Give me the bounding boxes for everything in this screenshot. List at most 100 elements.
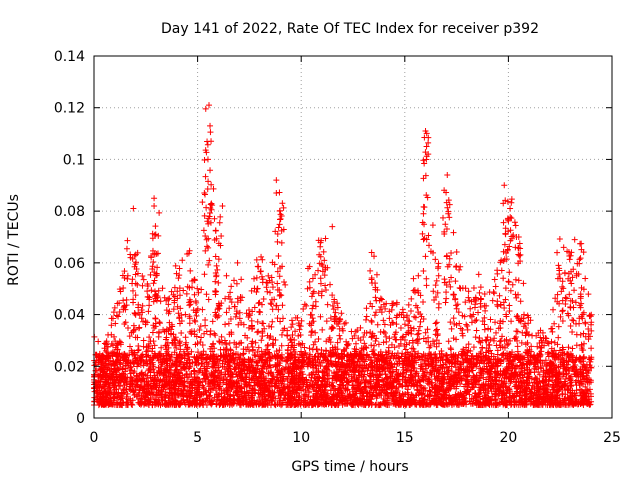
data-point	[507, 388, 514, 395]
data-point	[519, 362, 526, 369]
data-point	[309, 275, 316, 282]
data-point	[150, 363, 157, 370]
data-point	[162, 391, 169, 398]
data-point	[534, 376, 541, 383]
data-point	[267, 394, 274, 401]
data-point	[440, 374, 447, 381]
data-point	[133, 381, 140, 388]
data-point	[262, 377, 269, 384]
data-point	[162, 342, 169, 349]
data-point	[193, 359, 200, 366]
data-point	[179, 257, 186, 264]
data-point	[257, 357, 264, 364]
data-point	[282, 281, 289, 288]
data-point	[364, 351, 371, 358]
data-point	[343, 400, 350, 407]
data-point	[135, 346, 142, 353]
data-point	[561, 359, 568, 366]
data-point	[570, 317, 577, 324]
data-point	[148, 287, 155, 294]
data-point	[294, 389, 301, 396]
data-point	[129, 287, 136, 294]
data-point	[448, 375, 455, 382]
data-point	[438, 386, 445, 393]
data-point	[443, 226, 450, 233]
data-point	[390, 354, 397, 361]
data-point	[252, 369, 259, 376]
data-point	[504, 355, 511, 362]
data-point	[387, 382, 394, 389]
data-point	[308, 377, 315, 384]
data-point	[131, 252, 138, 259]
data-point	[408, 372, 415, 379]
data-point	[103, 339, 110, 346]
data-point	[501, 304, 508, 311]
data-point	[206, 392, 213, 399]
data-point	[141, 383, 148, 390]
data-point	[106, 367, 113, 374]
data-point	[272, 353, 279, 360]
data-point	[203, 373, 210, 380]
data-point	[541, 390, 548, 397]
data-points	[91, 102, 595, 409]
data-point	[147, 271, 154, 278]
data-point	[223, 341, 230, 348]
data-point	[196, 382, 203, 389]
data-point	[178, 330, 185, 337]
data-point	[407, 378, 414, 385]
data-point	[564, 350, 571, 357]
data-point	[226, 305, 233, 312]
data-point	[173, 344, 180, 351]
data-point	[375, 341, 382, 348]
data-point	[470, 311, 477, 318]
data-point	[277, 318, 284, 325]
data-point	[198, 286, 205, 293]
data-point	[224, 377, 231, 384]
data-point	[399, 383, 406, 390]
data-point	[573, 342, 580, 349]
data-point	[168, 371, 175, 378]
data-point	[518, 339, 525, 346]
data-point	[156, 369, 163, 376]
data-point	[215, 279, 222, 286]
data-point	[156, 352, 163, 359]
data-point	[367, 384, 374, 391]
data-point	[240, 395, 247, 402]
data-point	[309, 359, 316, 366]
data-point	[363, 329, 370, 336]
data-point	[522, 332, 529, 339]
data-point	[306, 345, 313, 352]
data-point	[248, 287, 255, 294]
data-point	[111, 394, 118, 401]
data-point	[433, 337, 440, 344]
data-point	[324, 301, 331, 308]
data-point	[381, 329, 388, 336]
data-point	[312, 271, 319, 278]
data-point	[279, 327, 286, 334]
data-point	[295, 393, 302, 400]
data-point	[464, 323, 471, 330]
data-point	[370, 347, 377, 354]
data-point	[379, 377, 386, 384]
data-point	[334, 339, 341, 346]
data-point	[390, 400, 397, 407]
data-point	[429, 338, 436, 345]
data-point	[254, 329, 261, 336]
data-point	[146, 389, 153, 396]
data-point	[498, 352, 505, 359]
data-point	[237, 402, 244, 409]
data-point	[119, 375, 126, 382]
data-point	[260, 295, 267, 302]
data-point	[429, 222, 436, 229]
data-point	[393, 384, 400, 391]
data-point	[212, 278, 219, 285]
data-point	[522, 325, 529, 332]
data-point	[443, 295, 450, 302]
data-point	[264, 288, 271, 295]
data-point	[567, 277, 574, 284]
data-point	[208, 343, 215, 350]
data-point	[417, 365, 424, 372]
data-point	[361, 384, 368, 391]
data-point	[555, 388, 562, 395]
data-point	[298, 348, 305, 355]
